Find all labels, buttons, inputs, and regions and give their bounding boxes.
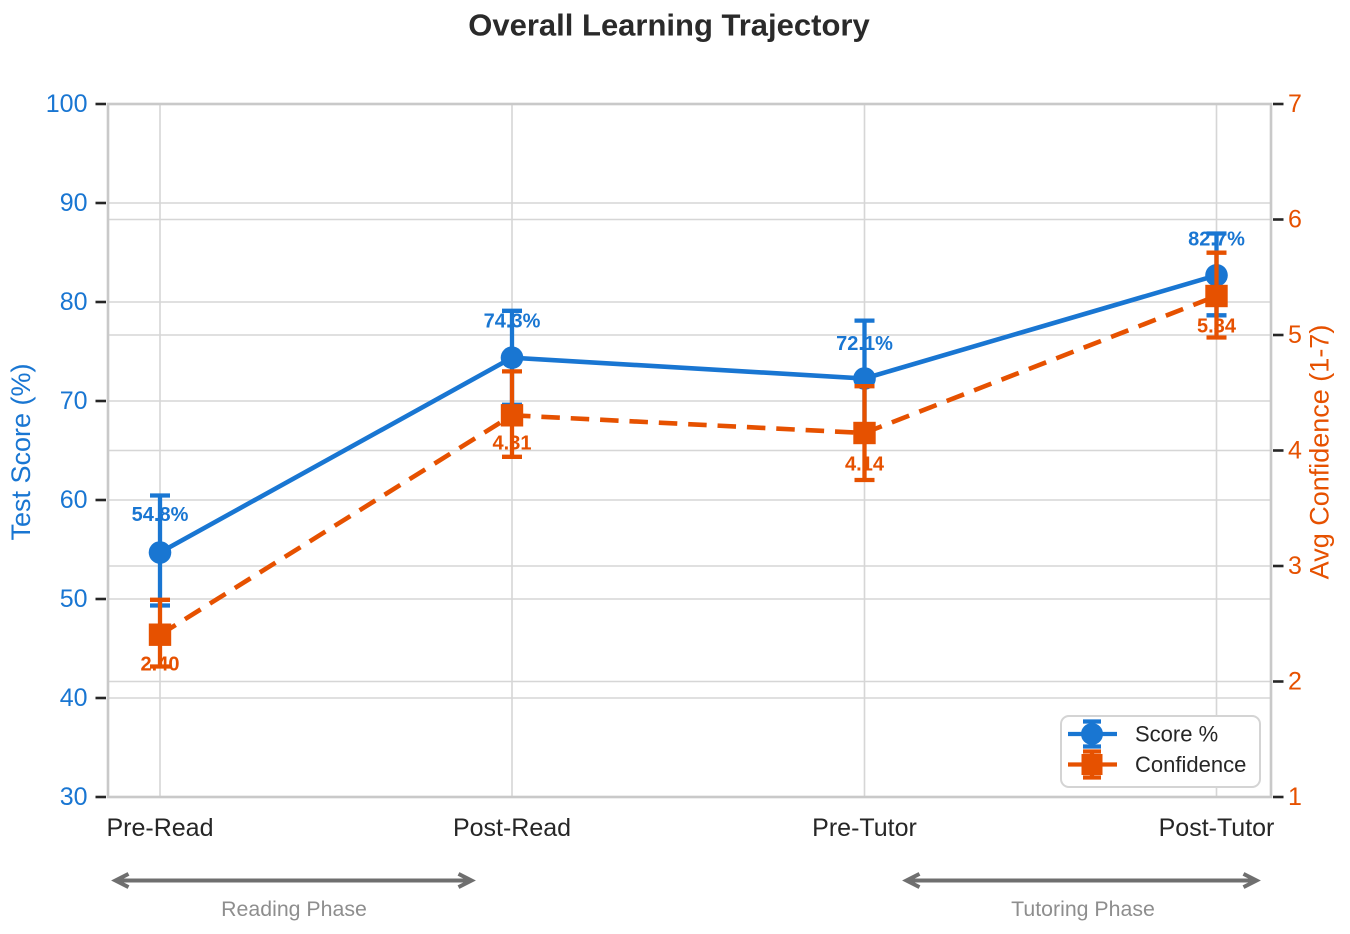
svg-text:Test Score (%): Test Score (%) — [6, 363, 36, 540]
svg-text:Avg Confidence (1-7): Avg Confidence (1-7) — [1305, 325, 1335, 580]
svg-text:60: 60 — [60, 486, 88, 514]
svg-text:70: 70 — [60, 387, 88, 415]
svg-text:Post-Tutor: Post-Tutor — [1159, 814, 1275, 842]
svg-text:4: 4 — [1288, 437, 1302, 465]
svg-text:Confidence: Confidence — [1135, 752, 1246, 777]
svg-text:Score %: Score % — [1135, 722, 1218, 747]
svg-text:50: 50 — [60, 585, 88, 613]
svg-text:Reading Phase: Reading Phase — [221, 897, 367, 921]
svg-text:2: 2 — [1288, 668, 1302, 696]
svg-text:Tutoring Phase: Tutoring Phase — [1011, 897, 1155, 921]
svg-text:Pre-Read: Pre-Read — [107, 814, 214, 842]
svg-text:30: 30 — [60, 783, 88, 811]
svg-text:80: 80 — [60, 288, 88, 316]
svg-text:6: 6 — [1288, 206, 1302, 234]
svg-text:7: 7 — [1288, 90, 1302, 118]
svg-text:40: 40 — [60, 684, 88, 712]
svg-text:3: 3 — [1288, 552, 1302, 580]
svg-text:Overall Learning Trajectory: Overall Learning Trajectory — [468, 8, 870, 43]
svg-text:90: 90 — [60, 189, 88, 217]
svg-text:100: 100 — [46, 90, 88, 118]
svg-text:5: 5 — [1288, 321, 1302, 349]
svg-text:1: 1 — [1288, 783, 1302, 811]
svg-text:Pre-Tutor: Pre-Tutor — [812, 814, 917, 842]
svg-text:Post-Read: Post-Read — [453, 814, 571, 842]
